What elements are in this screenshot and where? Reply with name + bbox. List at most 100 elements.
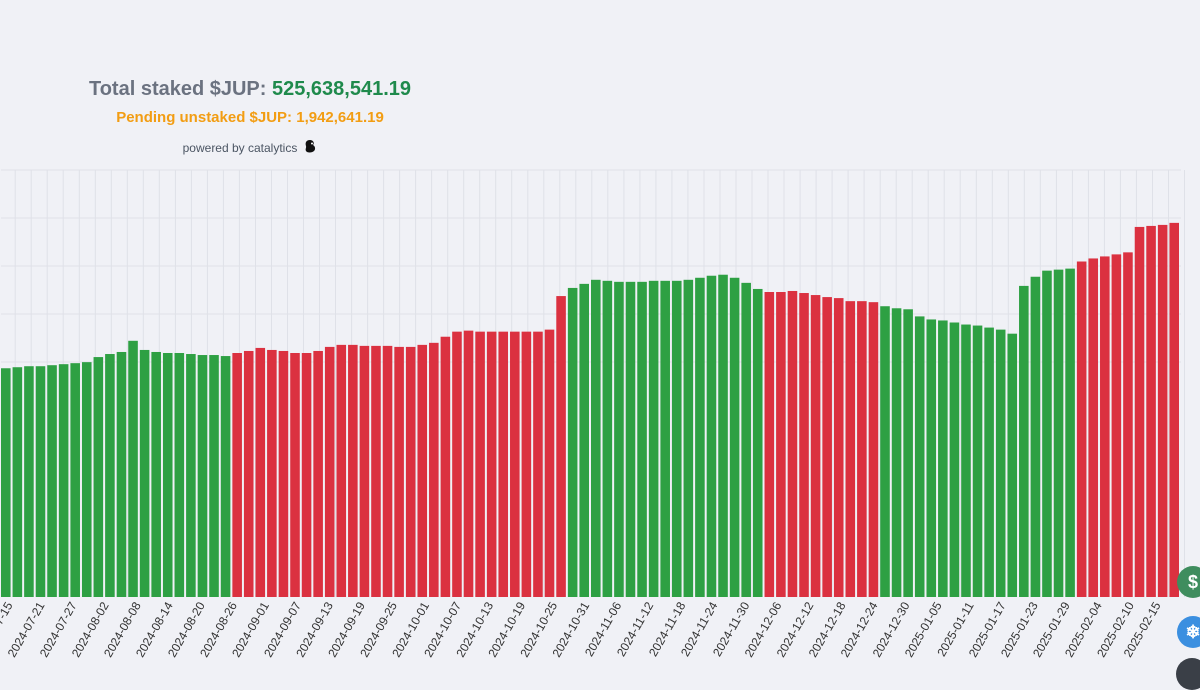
- bar[interactable]: [579, 283, 589, 597]
- bar[interactable]: [463, 330, 474, 597]
- bar[interactable]: [695, 277, 705, 597]
- bar[interactable]: [475, 331, 485, 597]
- bar[interactable]: [1123, 252, 1133, 597]
- bar[interactable]: [348, 344, 358, 597]
- bar[interactable]: [174, 353, 185, 597]
- bar[interactable]: [197, 355, 208, 597]
- bar[interactable]: [1065, 268, 1075, 597]
- bar[interactable]: [162, 353, 173, 597]
- bar[interactable]: [417, 344, 428, 597]
- bar[interactable]: [382, 345, 393, 597]
- bar[interactable]: [359, 345, 370, 597]
- floating-action-button[interactable]: [1176, 658, 1200, 690]
- bar[interactable]: [891, 308, 902, 597]
- snowflake-icon[interactable]: ❄: [1177, 616, 1200, 648]
- bar[interactable]: [1042, 270, 1052, 597]
- bar[interactable]: [683, 279, 694, 597]
- bar[interactable]: [556, 296, 566, 597]
- bar[interactable]: [637, 281, 647, 597]
- bar[interactable]: [984, 327, 994, 597]
- bar[interactable]: [868, 302, 879, 597]
- bar[interactable]: [776, 292, 786, 597]
- bar[interactable]: [1019, 285, 1029, 597]
- bar[interactable]: [232, 353, 242, 597]
- bar[interactable]: [1088, 258, 1099, 597]
- bar[interactable]: [405, 346, 416, 597]
- bar[interactable]: [671, 280, 682, 597]
- bar[interactable]: [614, 281, 624, 597]
- bar[interactable]: [371, 345, 381, 597]
- bar[interactable]: [313, 350, 323, 597]
- bar[interactable]: [186, 354, 196, 597]
- bar[interactable]: [1007, 333, 1018, 597]
- bar[interactable]: [995, 329, 1006, 597]
- dollar-icon[interactable]: $: [1177, 566, 1200, 598]
- bar[interactable]: [1076, 261, 1087, 598]
- bar[interactable]: [47, 365, 57, 597]
- bar[interactable]: [764, 292, 775, 597]
- bar[interactable]: [591, 279, 601, 597]
- bar[interactable]: [914, 316, 925, 597]
- bar[interactable]: [1134, 226, 1145, 597]
- bar[interactable]: [729, 277, 740, 597]
- bar[interactable]: [58, 364, 69, 597]
- bar[interactable]: [290, 353, 300, 597]
- bar[interactable]: [70, 363, 80, 597]
- bar[interactable]: [105, 354, 115, 597]
- bar[interactable]: [1, 368, 11, 597]
- bar[interactable]: [533, 331, 543, 597]
- bar[interactable]: [810, 295, 821, 597]
- bar[interactable]: [752, 288, 763, 597]
- bar[interactable]: [93, 357, 104, 597]
- bar[interactable]: [972, 325, 983, 597]
- bar[interactable]: [278, 350, 289, 597]
- bar[interactable]: [1146, 225, 1156, 598]
- bar[interactable]: [1157, 224, 1168, 597]
- bar[interactable]: [1169, 222, 1179, 597]
- bar[interactable]: [81, 362, 92, 597]
- bar[interactable]: [209, 355, 219, 597]
- bar[interactable]: [116, 351, 127, 597]
- bar[interactable]: [243, 350, 254, 597]
- bar[interactable]: [301, 353, 312, 597]
- bar[interactable]: [857, 301, 867, 597]
- bar[interactable]: [220, 356, 231, 597]
- bar[interactable]: [718, 274, 728, 597]
- bar[interactable]: [1111, 254, 1122, 597]
- bar[interactable]: [787, 290, 798, 597]
- bar[interactable]: [139, 349, 150, 597]
- bar[interactable]: [949, 322, 960, 598]
- bar[interactable]: [544, 329, 555, 597]
- bar[interactable]: [35, 366, 46, 597]
- bar[interactable]: [926, 319, 937, 597]
- bar[interactable]: [822, 297, 832, 597]
- bar[interactable]: [1100, 256, 1110, 597]
- bar[interactable]: [440, 336, 451, 597]
- bar[interactable]: [1030, 276, 1041, 597]
- bar[interactable]: [12, 367, 23, 597]
- bar[interactable]: [151, 351, 161, 597]
- bar[interactable]: [24, 366, 34, 597]
- bar[interactable]: [394, 346, 404, 597]
- bar[interactable]: [961, 324, 971, 597]
- bar[interactable]: [660, 280, 670, 597]
- bar[interactable]: [255, 347, 266, 597]
- bar[interactable]: [706, 275, 717, 597]
- bar[interactable]: [510, 331, 520, 597]
- bar[interactable]: [602, 280, 613, 597]
- bar[interactable]: [336, 344, 347, 597]
- bar[interactable]: [452, 331, 462, 597]
- bar[interactable]: [799, 293, 809, 597]
- bar[interactable]: [324, 346, 335, 597]
- bar[interactable]: [429, 342, 439, 597]
- bar[interactable]: [567, 287, 578, 597]
- bar[interactable]: [521, 331, 532, 597]
- bar[interactable]: [845, 301, 856, 597]
- bar[interactable]: [648, 280, 659, 597]
- bar[interactable]: [741, 282, 751, 597]
- bar[interactable]: [486, 331, 497, 597]
- bar[interactable]: [903, 309, 913, 597]
- bar[interactable]: [625, 281, 636, 597]
- bar[interactable]: [267, 349, 277, 597]
- bar[interactable]: [1053, 269, 1064, 597]
